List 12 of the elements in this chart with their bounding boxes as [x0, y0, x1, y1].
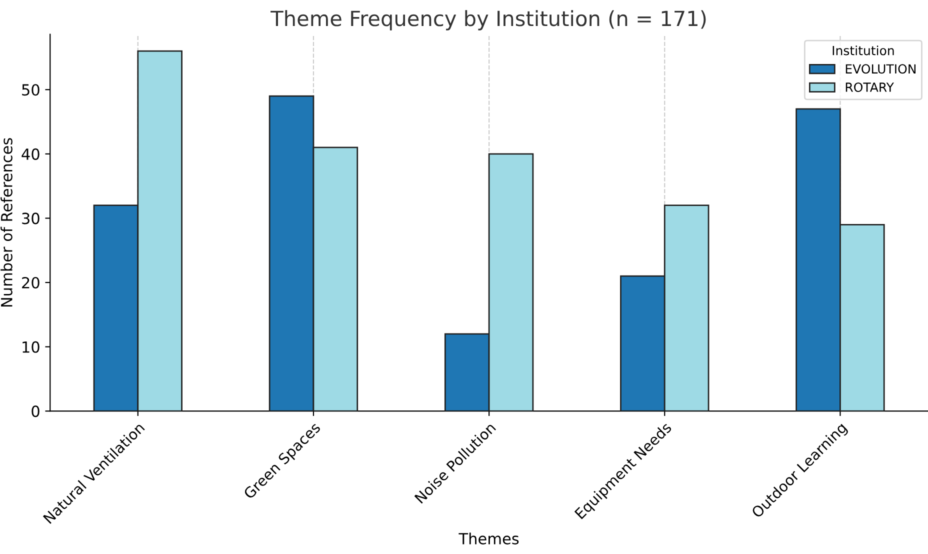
y-tick-label: 30	[22, 212, 40, 224]
legend-title: Institution	[832, 46, 894, 56]
y-axis-title: Number of References	[0, 138, 12, 307]
y-tick-label: 40	[22, 148, 40, 160]
y-tick-label: 50	[22, 84, 40, 96]
chart-title: Theme Frequency by Institution (n = 171)	[270, 10, 706, 30]
y-tick-label: 0	[32, 406, 40, 418]
x-axis-title: Themes	[458, 532, 519, 544]
legend-label: ROTARY	[846, 82, 894, 92]
legend-label: EVOLUTION	[846, 64, 916, 74]
y-tick-label: 20	[22, 276, 40, 289]
y-tick-label: 10	[22, 341, 40, 353]
